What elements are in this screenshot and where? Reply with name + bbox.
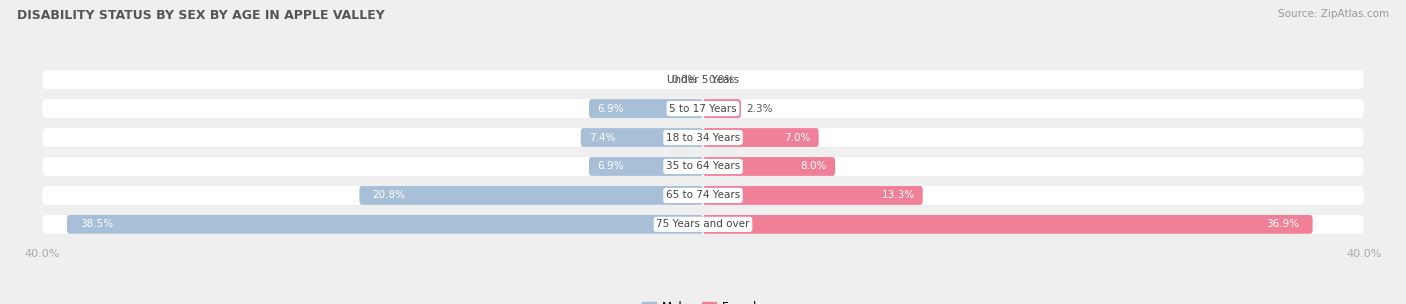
Text: 7.4%: 7.4%: [589, 133, 616, 143]
FancyBboxPatch shape: [67, 215, 703, 234]
Text: 18 to 34 Years: 18 to 34 Years: [666, 133, 740, 143]
FancyBboxPatch shape: [703, 128, 818, 147]
FancyBboxPatch shape: [42, 186, 1364, 205]
Legend: Male, Female: Male, Female: [641, 301, 765, 304]
FancyBboxPatch shape: [42, 215, 1364, 234]
Text: Source: ZipAtlas.com: Source: ZipAtlas.com: [1278, 9, 1389, 19]
Text: 2.3%: 2.3%: [747, 104, 772, 114]
Text: 6.9%: 6.9%: [598, 104, 624, 114]
FancyBboxPatch shape: [703, 157, 835, 176]
FancyBboxPatch shape: [703, 99, 741, 118]
Text: Under 5 Years: Under 5 Years: [666, 74, 740, 85]
Text: 20.8%: 20.8%: [373, 190, 405, 200]
Text: 35 to 64 Years: 35 to 64 Years: [666, 161, 740, 171]
Text: 8.0%: 8.0%: [800, 161, 827, 171]
Text: 6.9%: 6.9%: [598, 161, 624, 171]
Text: 7.0%: 7.0%: [785, 133, 810, 143]
FancyBboxPatch shape: [360, 186, 703, 205]
FancyBboxPatch shape: [42, 128, 1364, 147]
Text: 36.9%: 36.9%: [1267, 219, 1299, 230]
Text: DISABILITY STATUS BY SEX BY AGE IN APPLE VALLEY: DISABILITY STATUS BY SEX BY AGE IN APPLE…: [17, 9, 385, 22]
FancyBboxPatch shape: [42, 99, 1364, 118]
FancyBboxPatch shape: [589, 99, 703, 118]
FancyBboxPatch shape: [42, 70, 1364, 89]
FancyBboxPatch shape: [589, 157, 703, 176]
Text: 38.5%: 38.5%: [80, 219, 114, 230]
FancyBboxPatch shape: [703, 215, 1313, 234]
Text: 0.0%: 0.0%: [709, 74, 734, 85]
Text: 13.3%: 13.3%: [882, 190, 914, 200]
Text: 0.0%: 0.0%: [672, 74, 697, 85]
FancyBboxPatch shape: [42, 157, 1364, 176]
FancyBboxPatch shape: [581, 128, 703, 147]
Text: 65 to 74 Years: 65 to 74 Years: [666, 190, 740, 200]
Text: 5 to 17 Years: 5 to 17 Years: [669, 104, 737, 114]
FancyBboxPatch shape: [703, 186, 922, 205]
Text: 75 Years and over: 75 Years and over: [657, 219, 749, 230]
